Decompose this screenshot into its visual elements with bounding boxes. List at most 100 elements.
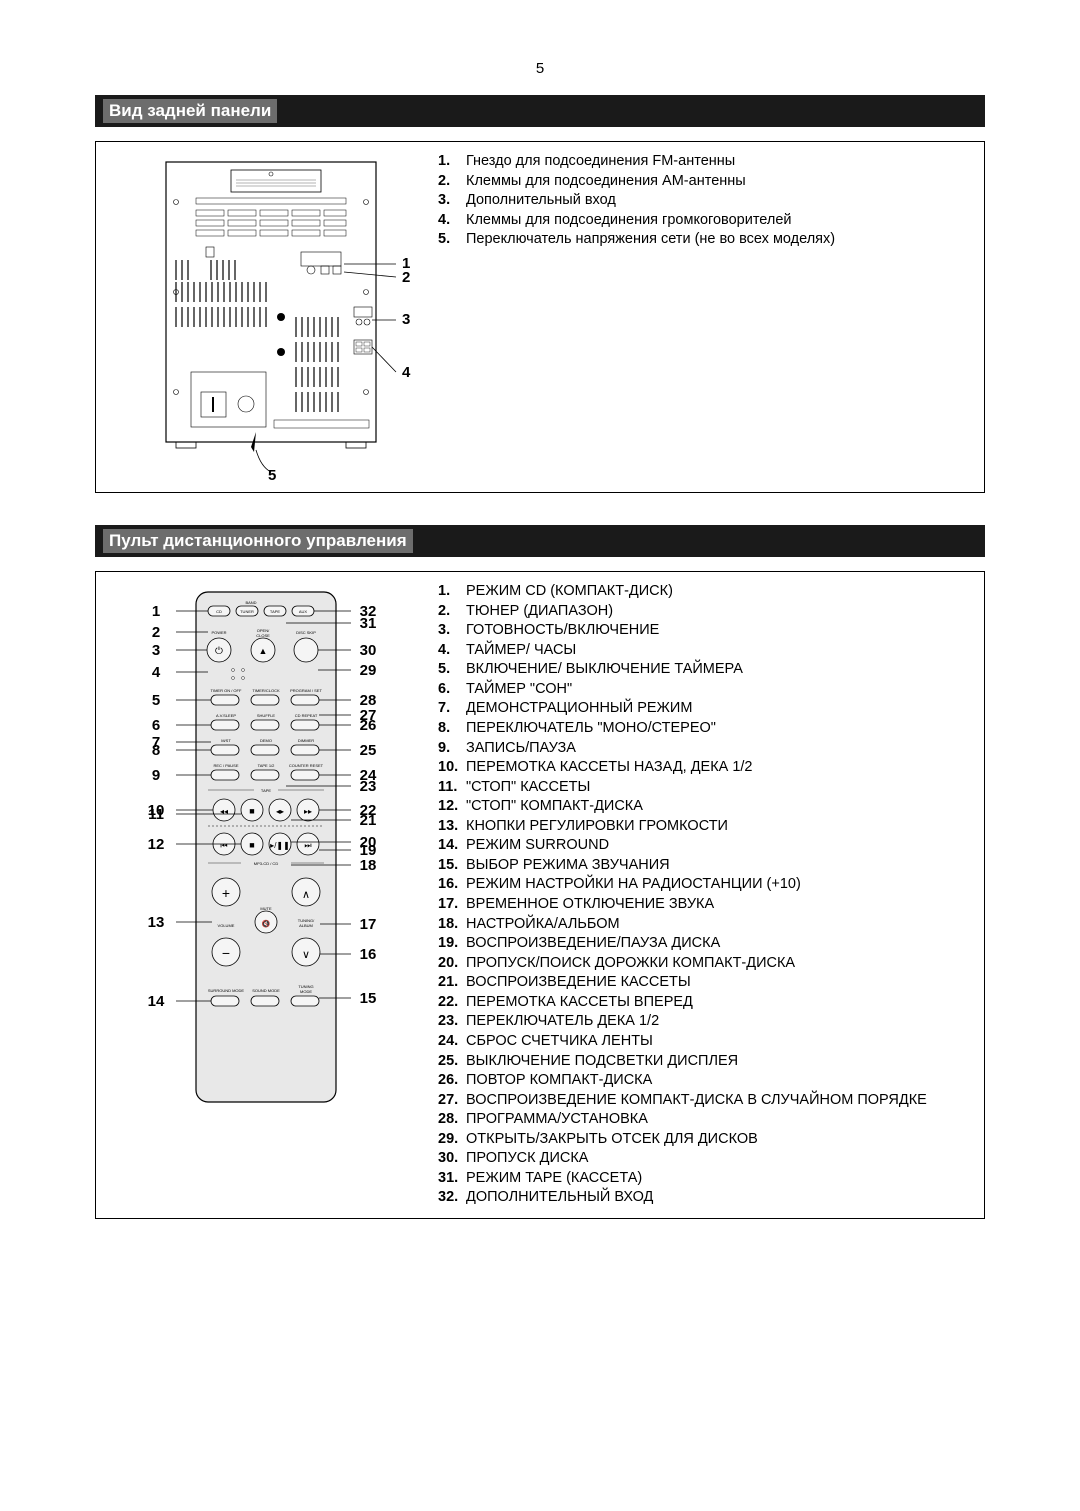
item-text: РЕЖИМ CD (КОМПАКТ-ДИСК) [466, 582, 673, 602]
item-text: ВКЛЮЧЕНИЕ/ ВЫКЛЮЧЕНИЕ ТАЙМЕРА [466, 660, 743, 680]
item-number: 6. [438, 680, 466, 700]
callout-4: 4 [402, 364, 411, 381]
section2-item: 15.ВЫБОР РЕЖИМА ЗВУЧАНИЯ [438, 856, 972, 876]
item-text: ДЕМОНСТРАЦИОННЫЙ РЕЖИМ [466, 699, 692, 719]
svg-text:BAND: BAND [245, 600, 256, 605]
item-number: 26. [438, 1071, 466, 1091]
item-text: Переключатель напряжения сети (не во все… [466, 230, 835, 250]
svg-text:TUNER: TUNER [240, 609, 254, 614]
callout-2: 2 [402, 269, 410, 286]
item-number: 21. [438, 973, 466, 993]
item-number: 3. [438, 191, 466, 211]
item-number: 10. [438, 758, 466, 778]
svg-text:TAPE: TAPE [261, 788, 271, 793]
item-text: РЕЖИМ НАСТРОЙКИ НА РАДИОСТАНЦИИ (+10) [466, 875, 801, 895]
section1-list: 1.Гнездо для подсоединения FM-антенны2.К… [438, 152, 972, 482]
section2-item: 16.РЕЖИМ НАСТРОЙКИ НА РАДИОСТАНЦИИ (+10) [438, 875, 972, 895]
section2-item: 18.НАСТРОЙКА/АЛЬБОМ [438, 915, 972, 935]
item-number: 13. [438, 817, 466, 837]
item-text: СБРОС СЧЕТЧИКА ЛЕНТЫ [466, 1032, 653, 1052]
section1-item: 4.Клеммы для подсоединения громкоговорит… [438, 211, 972, 231]
item-number: 23. [438, 1012, 466, 1032]
section2-item: 17.ВРЕМЕННОЕ ОТКЛЮЧЕНИЕ ЗВУКА [438, 895, 972, 915]
svg-text:DEMO: DEMO [260, 738, 272, 743]
item-text: НАСТРОЙКА/АЛЬБОМ [466, 915, 620, 935]
section1-item: 5.Переключатель напряжения сети (не во в… [438, 230, 972, 250]
item-text: Дополнительный вход [466, 191, 616, 211]
remote-callout-right: 17 [360, 916, 377, 933]
svg-text:SOUND MODE: SOUND MODE [252, 988, 280, 993]
item-text: "СТОП" КАССЕТЫ [466, 778, 590, 798]
item-text: РЕЖИМ SURROUND [466, 836, 609, 856]
remote-callout-right: 31 [360, 615, 377, 632]
section2-item: 32.ДОПОЛНИТЕЛЬНЫЙ ВХОД [438, 1188, 972, 1208]
section2-item: 31.РЕЖИМ TAPE (КАССЕТА) [438, 1169, 972, 1189]
svg-text:DISC SKIP: DISC SKIP [296, 630, 316, 635]
item-number: 19. [438, 934, 466, 954]
remote-callout-left: 8 [152, 742, 160, 759]
item-number: 24. [438, 1032, 466, 1052]
section2-item: 24.СБРОС СЧЕТЧИКА ЛЕНТЫ [438, 1032, 972, 1052]
item-text: ОТКРЫТЬ/ЗАКРЫТЬ ОТСЕК ДЛЯ ДИСКОВ [466, 1130, 758, 1150]
item-number: 2. [438, 172, 466, 192]
section1-box: 1 2 3 4 5 1.Гнездо для подсоединения FM-… [95, 141, 985, 493]
section2-box: BAND CD TUNER TAPE AUX POWER ⏻ OPEN/ CLO… [95, 571, 985, 1219]
svg-text:∨: ∨ [302, 949, 310, 961]
svg-text:∧: ∧ [302, 889, 310, 901]
section2-item: 10.ПЕРЕМОТКА КАССЕТЫ НАЗАД, ДЕКА 1/2 [438, 758, 972, 778]
page-number: 5 [95, 60, 985, 77]
item-text: ВОСПРОИЗВЕДЕНИЕ/ПАУЗА ДИСКА [466, 934, 720, 954]
item-number: 32. [438, 1188, 466, 1208]
svg-text:SURROUND MODE: SURROUND MODE [208, 988, 245, 993]
svg-text:−: − [222, 945, 230, 961]
svg-text:A.V.SLEEP: A.V.SLEEP [216, 713, 236, 718]
section2-item: 9.ЗАПИСЬ/ПАУЗА [438, 739, 972, 759]
section1-item: 3.Дополнительный вход [438, 191, 972, 211]
item-text: ГОТОВНОСТЬ/ВКЛЮЧЕНИЕ [466, 621, 659, 641]
remote-callout-right: 30 [360, 642, 377, 659]
svg-text:CD: CD [216, 609, 222, 614]
item-text: ТАЙМЕР/ ЧАСЫ [466, 641, 576, 661]
svg-text:▲: ▲ [259, 646, 268, 656]
svg-text:MP3-CD / CD: MP3-CD / CD [254, 861, 279, 866]
svg-text:SHUFFLE: SHUFFLE [257, 713, 276, 718]
svg-text:POWER: POWER [211, 630, 226, 635]
svg-text:MUTE: MUTE [260, 906, 272, 911]
section2-item: 20.ПРОПУСК/ПОИСК ДОРОЖКИ КОМПАКТ-ДИСКА [438, 954, 972, 974]
item-text: Клеммы для подсоединения AM-антенны [466, 172, 746, 192]
section2-item: 3.ГОТОВНОСТЬ/ВКЛЮЧЕНИЕ [438, 621, 972, 641]
svg-text:TAPE: TAPE [270, 609, 280, 614]
section2-item: 19.ВОСПРОИЗВЕДЕНИЕ/ПАУЗА ДИСКА [438, 934, 972, 954]
remote-callout-left: 4 [152, 664, 161, 681]
section1-header: Вид задней панели [95, 95, 985, 127]
remote-callout-left: 12 [148, 836, 165, 853]
item-number: 16. [438, 875, 466, 895]
section2-item: 23.ПЕРЕКЛЮЧАТЕЛЬ ДЕКА 1/2 [438, 1012, 972, 1032]
section2-item: 29.ОТКРЫТЬ/ЗАКРЫТЬ ОТСЕК ДЛЯ ДИСКОВ [438, 1130, 972, 1150]
remote-callout-left: 13 [148, 914, 165, 931]
svg-text:▸/❚❚: ▸/❚❚ [270, 841, 290, 850]
section2-title: Пульт дистанционного управления [103, 529, 413, 553]
item-text: ПРОПУСК/ПОИСК ДОРОЖКИ КОМПАКТ-ДИСКА [466, 954, 795, 974]
item-number: 18. [438, 915, 466, 935]
svg-text:▸▸: ▸▸ [304, 807, 312, 816]
item-text: "СТОП" КОМПАКТ-ДИСКА [466, 797, 643, 817]
svg-text:⏻: ⏻ [215, 646, 223, 657]
remote-callout-right: 15 [360, 990, 377, 1007]
remote-callout-right: 18 [360, 857, 377, 874]
section2-item: 1.РЕЖИМ CD (КОМПАКТ-ДИСК) [438, 582, 972, 602]
item-number: 12. [438, 797, 466, 817]
section2-list: 1.РЕЖИМ CD (КОМПАКТ-ДИСК)2.ТЮНЕР (ДИАПАЗ… [438, 582, 972, 1208]
item-number: 8. [438, 719, 466, 739]
svg-text:🔇: 🔇 [262, 919, 271, 928]
item-text: ВОСПРОИЗВЕДЕНИЕ КОМПАКТ-ДИСКА В СЛУЧАЙНО… [466, 1091, 927, 1111]
remote-callout-left: 14 [148, 993, 165, 1010]
remote-callout-right: 23 [360, 778, 377, 795]
svg-text:◂▸: ◂▸ [276, 807, 284, 816]
item-number: 9. [438, 739, 466, 759]
svg-text:COUNTER RESET: COUNTER RESET [289, 763, 324, 768]
item-number: 14. [438, 836, 466, 856]
item-number: 25. [438, 1052, 466, 1072]
svg-text:DIMMER: DIMMER [298, 738, 314, 743]
item-text: ТЮНЕР (ДИАПАЗОН) [466, 602, 613, 622]
